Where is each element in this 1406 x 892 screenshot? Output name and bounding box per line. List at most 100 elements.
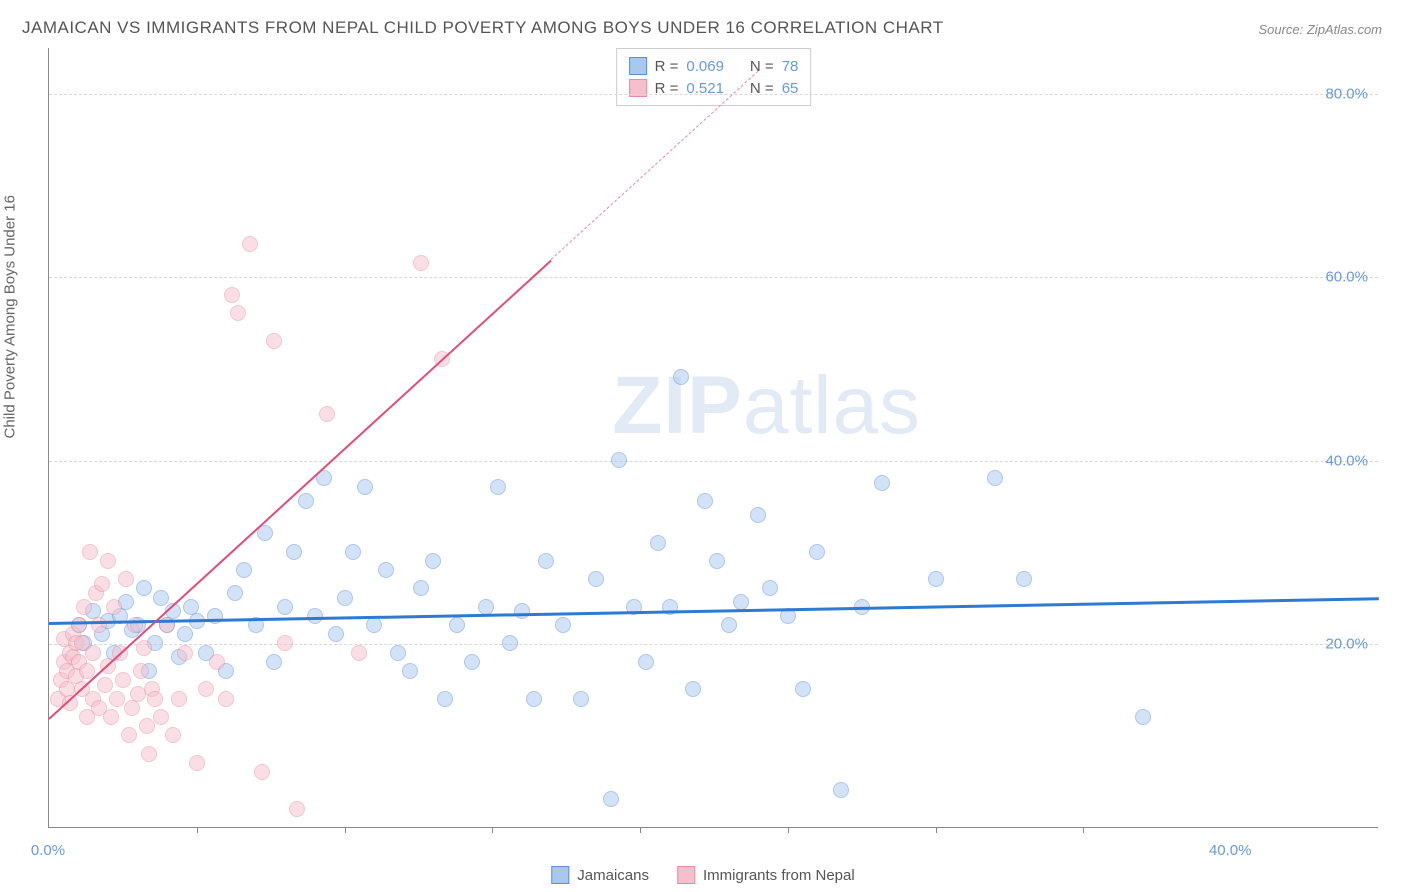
scatter-point	[298, 493, 314, 509]
scatter-point	[76, 599, 92, 615]
scatter-point	[673, 369, 689, 385]
x-tick	[640, 827, 641, 833]
x-tick	[788, 827, 789, 833]
scatter-point	[71, 617, 87, 633]
scatter-point	[97, 677, 113, 693]
scatter-point	[490, 479, 506, 495]
scatter-point	[277, 599, 293, 615]
chart-title: JAMAICAN VS IMMIGRANTS FROM NEPAL CHILD …	[22, 18, 944, 38]
chart-container: JAMAICAN VS IMMIGRANTS FROM NEPAL CHILD …	[0, 0, 1406, 892]
scatter-point	[638, 654, 654, 670]
scatter-point	[750, 507, 766, 523]
gridline	[49, 277, 1378, 278]
scatter-point	[345, 544, 361, 560]
x-tick	[492, 827, 493, 833]
y-tick-label: 60.0%	[1325, 269, 1368, 286]
scatter-point	[402, 663, 418, 679]
scatter-point	[85, 645, 101, 661]
x-tick	[345, 827, 346, 833]
scatter-point	[809, 544, 825, 560]
scatter-point	[153, 590, 169, 606]
scatter-point	[555, 617, 571, 633]
legend-label: Immigrants from Nepal	[703, 867, 855, 884]
scatter-point	[230, 305, 246, 321]
scatter-point	[874, 475, 890, 491]
legend-swatch-icon	[629, 57, 647, 75]
scatter-point	[165, 727, 181, 743]
scatter-point	[425, 553, 441, 569]
scatter-point	[833, 782, 849, 798]
scatter-point	[91, 617, 107, 633]
y-tick-label: 40.0%	[1325, 452, 1368, 469]
scatter-point	[733, 594, 749, 610]
scatter-point	[603, 791, 619, 807]
scatter-point	[449, 617, 465, 633]
scatter-point	[153, 709, 169, 725]
scatter-point	[100, 553, 116, 569]
scatter-point	[709, 553, 725, 569]
scatter-point	[685, 681, 701, 697]
scatter-point	[106, 599, 122, 615]
scatter-point	[928, 571, 944, 587]
scatter-point	[109, 691, 125, 707]
scatter-point	[277, 635, 293, 651]
legend-label: Jamaicans	[577, 867, 649, 884]
scatter-point	[721, 617, 737, 633]
gridline	[49, 94, 1378, 95]
scatter-point	[357, 479, 373, 495]
scatter-point	[171, 691, 187, 707]
y-tick-label: 80.0%	[1325, 85, 1368, 102]
legend-item: Jamaicans	[551, 866, 649, 884]
x-tick-label: 0.0%	[31, 842, 65, 859]
n-value: 78	[782, 58, 799, 75]
x-tick	[936, 827, 937, 833]
bottom-legend: Jamaicans Immigrants from Nepal	[551, 866, 854, 884]
scatter-point	[118, 571, 134, 587]
watermark: ZIPatlas	[612, 359, 921, 453]
scatter-point	[236, 562, 252, 578]
gridline	[49, 644, 1378, 645]
scatter-point	[207, 608, 223, 624]
scatter-point	[94, 576, 110, 592]
legend-item: Immigrants from Nepal	[677, 866, 855, 884]
scatter-point	[1135, 709, 1151, 725]
scatter-point	[254, 764, 270, 780]
scatter-point	[514, 603, 530, 619]
n-label: N =	[750, 58, 774, 75]
stats-row: R = 0.521 N = 65	[629, 77, 799, 99]
scatter-point	[464, 654, 480, 670]
scatter-point	[795, 681, 811, 697]
scatter-point	[650, 535, 666, 551]
scatter-point	[227, 585, 243, 601]
scatter-point	[209, 654, 225, 670]
scatter-point	[121, 727, 137, 743]
scatter-point	[115, 672, 131, 688]
source-label: Source: ZipAtlas.com	[1258, 22, 1382, 37]
scatter-point	[141, 746, 157, 762]
scatter-point	[478, 599, 494, 615]
scatter-point	[189, 755, 205, 771]
scatter-point	[147, 691, 163, 707]
scatter-point	[1016, 571, 1032, 587]
scatter-point	[133, 663, 149, 679]
stats-row: R = 0.069 N = 78	[629, 55, 799, 77]
scatter-point	[218, 691, 234, 707]
scatter-point	[390, 645, 406, 661]
scatter-point	[224, 287, 240, 303]
scatter-point	[351, 645, 367, 661]
scatter-point	[103, 709, 119, 725]
x-tick	[197, 827, 198, 833]
scatter-point	[337, 590, 353, 606]
scatter-point	[177, 626, 193, 642]
scatter-point	[136, 580, 152, 596]
plot-area: ZIPatlas R = 0.069 N = 78 R = 0.521 N = …	[48, 48, 1378, 828]
scatter-point	[378, 562, 394, 578]
scatter-point	[286, 544, 302, 560]
x-tick-label: 40.0%	[1209, 842, 1252, 859]
scatter-point	[198, 681, 214, 697]
scatter-point	[139, 718, 155, 734]
scatter-point	[130, 686, 146, 702]
scatter-point	[328, 626, 344, 642]
trend-line	[48, 259, 552, 719]
scatter-point	[82, 544, 98, 560]
